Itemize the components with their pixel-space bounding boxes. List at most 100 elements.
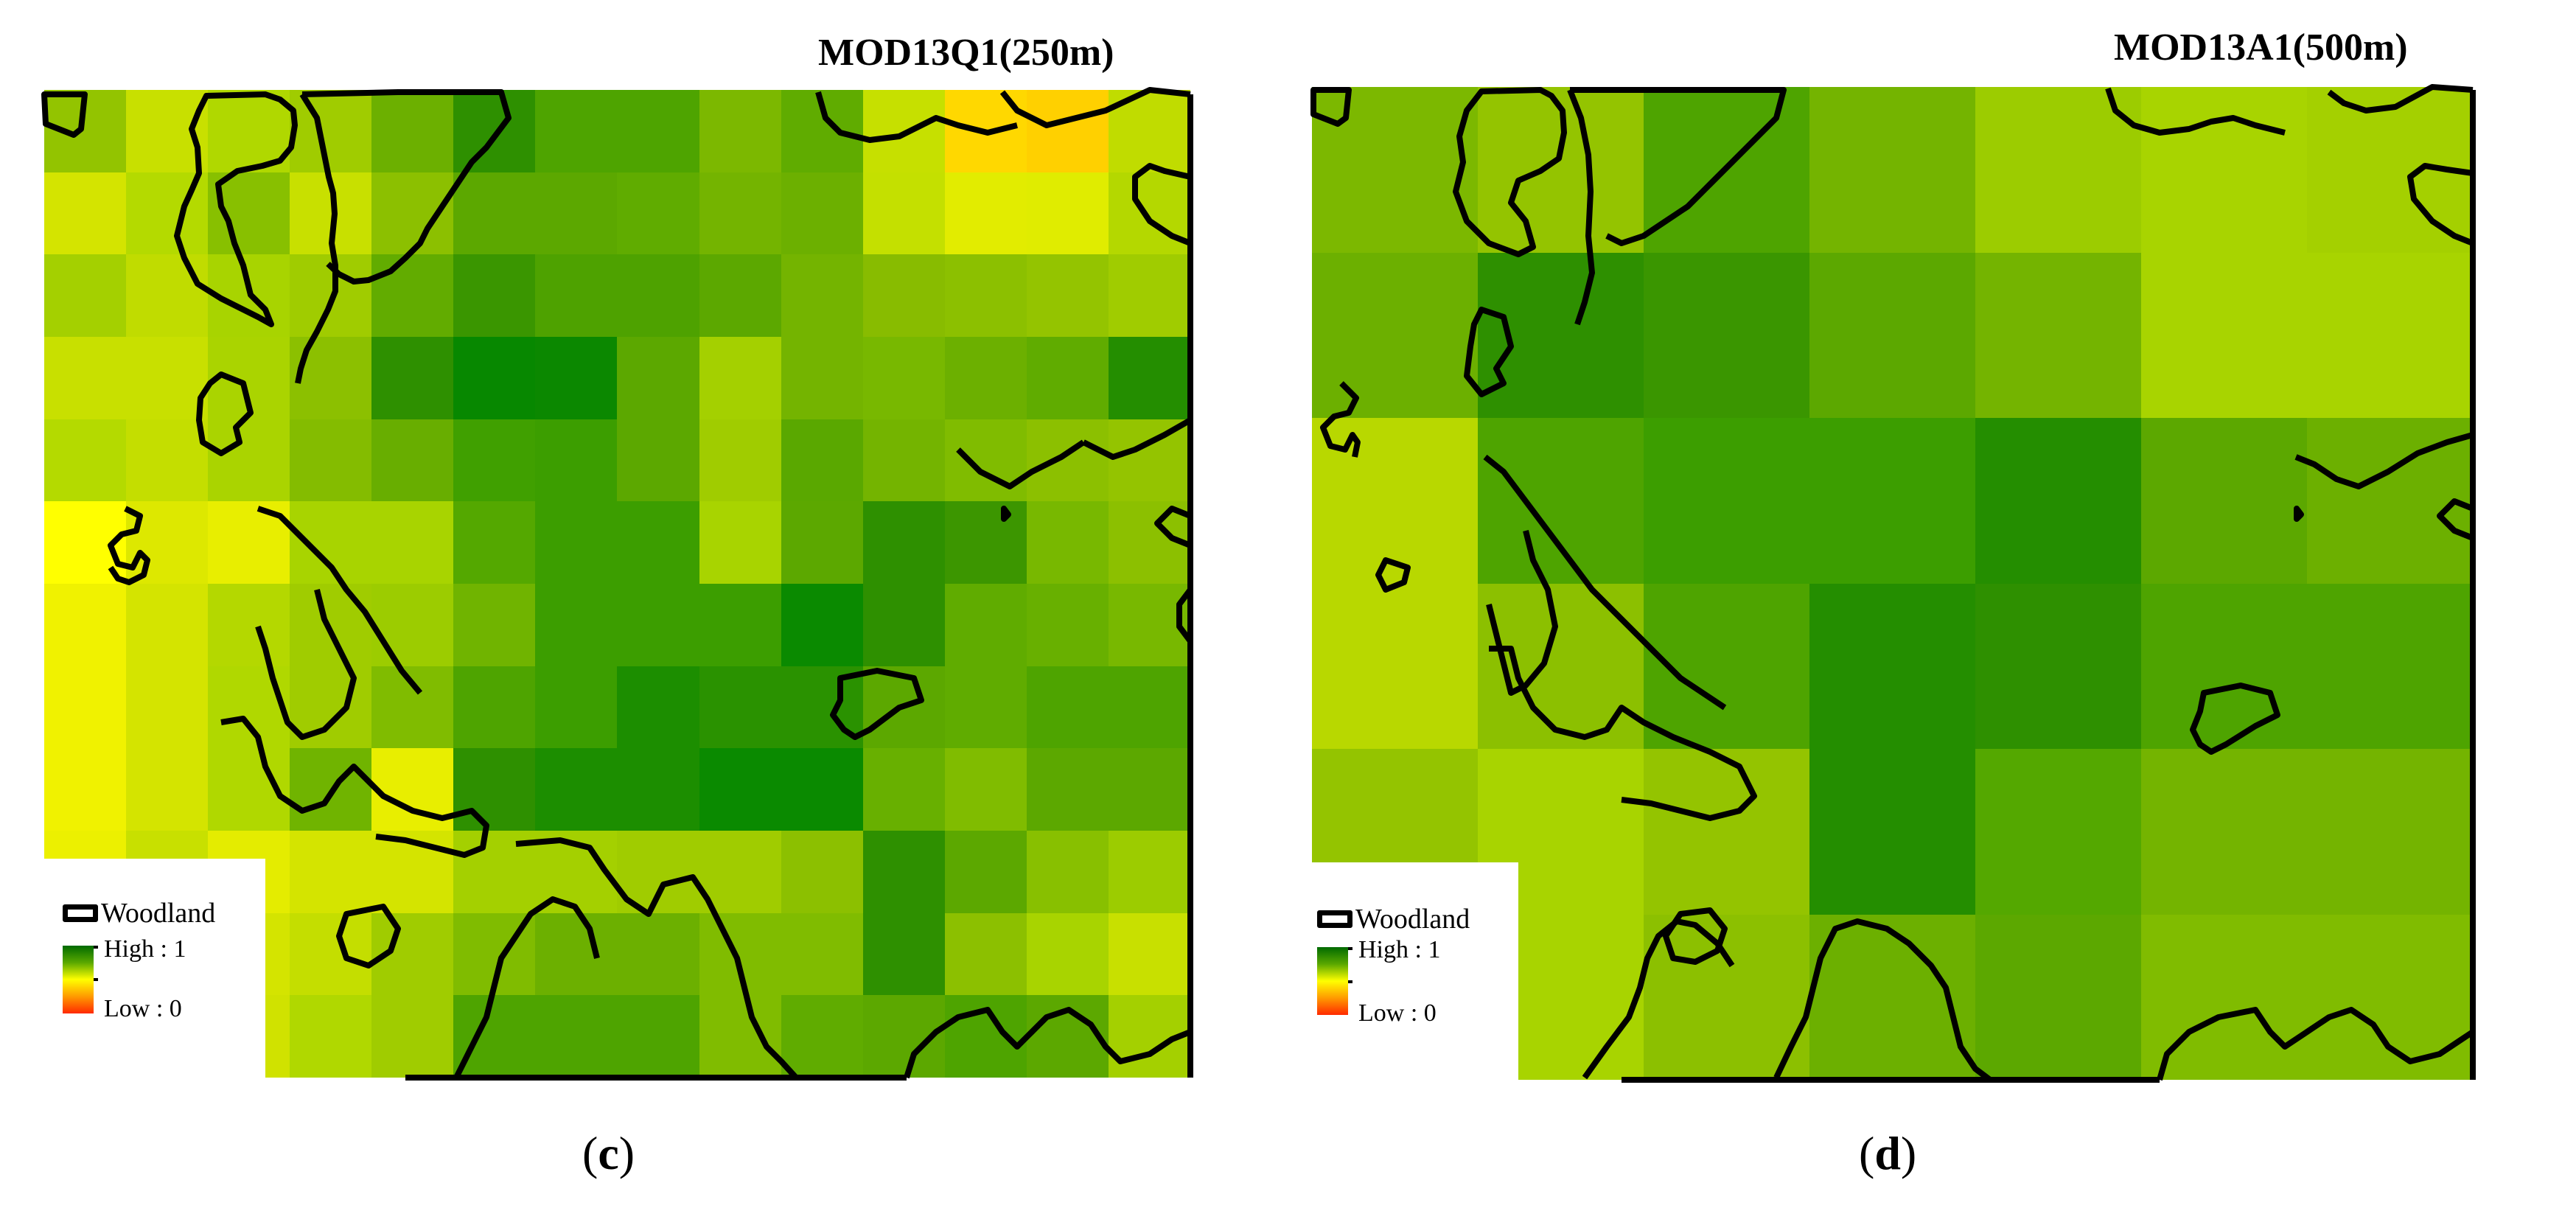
woodland-swatch-icon	[63, 904, 98, 922]
raster-cell	[699, 748, 781, 831]
raster-cell	[535, 254, 618, 337]
raster-cell	[781, 254, 863, 337]
raster-cell	[2307, 749, 2473, 915]
raster-cell	[1809, 418, 1975, 584]
raster-cell	[699, 419, 781, 502]
raster-cell	[1312, 418, 1478, 584]
raster-cell	[1809, 87, 1975, 253]
raster-cell	[1478, 87, 1644, 253]
raster-cell	[617, 501, 699, 584]
raster-cell	[617, 666, 699, 749]
raster-cell	[862, 830, 945, 913]
raster-cell	[617, 583, 699, 666]
raster-cell	[1809, 914, 1975, 1080]
raster-cell	[2141, 252, 2307, 418]
raster-cell	[1478, 583, 1644, 749]
panel-c: MOD13Q1(250m)	[0, 0, 1253, 1211]
raster-cell	[944, 501, 1027, 584]
raster-cell	[535, 90, 618, 172]
legend-high-label: High : 1	[1358, 936, 1441, 963]
raster-cell	[1108, 666, 1190, 749]
raster-cell	[1026, 583, 1109, 666]
raster-cell	[535, 419, 618, 502]
raster-cell	[453, 336, 536, 419]
raster-cell	[126, 419, 209, 502]
raster-cell	[126, 748, 209, 831]
raster-cell	[44, 254, 127, 337]
raster-cell	[2141, 418, 2307, 584]
legend-low-label: Low : 0	[1358, 999, 1437, 1027]
raster-cell	[781, 748, 863, 831]
legend-woodland-item: Woodland	[63, 897, 215, 929]
raster-cell	[781, 583, 863, 666]
raster-cell	[44, 172, 127, 255]
raster-cell	[699, 254, 781, 337]
raster-cell	[862, 501, 945, 584]
raster-cell	[1644, 583, 1809, 749]
raster-cell	[1026, 748, 1109, 831]
raster-cell	[1644, 252, 1809, 418]
raster-cell	[1108, 912, 1190, 996]
raster-cell	[453, 583, 536, 666]
map-legend: Woodland High : 1 Low : 0	[41, 859, 265, 1080]
raster-cell	[617, 90, 699, 172]
raster-cell	[2141, 749, 2307, 915]
raster-cell	[617, 336, 699, 419]
raster-cell	[862, 583, 945, 666]
raster-cell	[535, 583, 618, 666]
raster-cell	[44, 583, 127, 666]
raster-cell	[781, 419, 863, 502]
raster-cell	[944, 912, 1027, 996]
raster-cell	[2307, 252, 2473, 418]
raster-cell	[944, 172, 1027, 255]
raster-cell	[535, 748, 618, 831]
raster-cell	[1108, 254, 1190, 337]
legend-low-label: Low : 0	[104, 995, 182, 1022]
raster-cell	[862, 419, 945, 502]
raster-cell	[2141, 87, 2307, 253]
raster-cell	[1644, 914, 1809, 1080]
raster-cell	[699, 583, 781, 666]
color-ramp	[1317, 947, 1348, 1015]
raster-cell	[1975, 583, 2141, 749]
raster-cell	[1026, 912, 1109, 996]
panel-caption: (c)	[582, 1127, 635, 1179]
raster-cell	[453, 501, 536, 584]
raster-cell	[781, 172, 863, 255]
raster-cell	[44, 336, 127, 419]
raster-cell	[290, 995, 372, 1078]
raster-cell	[453, 419, 536, 502]
raster-cell	[371, 419, 454, 502]
raster-cell	[1108, 748, 1190, 831]
raster-cell	[1644, 418, 1809, 584]
raster-cell	[1478, 418, 1644, 584]
raster-cell	[2307, 583, 2473, 749]
raster-cell	[781, 336, 863, 419]
raster-cell	[862, 748, 945, 831]
legend-woodland-label: Woodland	[1355, 904, 1470, 935]
raster-cell	[1975, 252, 2141, 418]
raster-cell	[1312, 252, 1478, 418]
map-legend: Woodland High : 1 Low : 0	[1308, 862, 1518, 1083]
caption-letter: d	[1874, 1127, 1901, 1179]
raster-cell	[1026, 172, 1109, 255]
raster-cell	[1026, 830, 1109, 913]
raster-cell	[1026, 666, 1109, 749]
raster-cell	[1312, 87, 1478, 253]
raster-cell	[862, 254, 945, 337]
raster-cell	[126, 583, 209, 666]
raster-cell	[862, 172, 945, 255]
raster-cell	[44, 748, 127, 831]
panel-caption: (d)	[1859, 1127, 1917, 1179]
raster-cell	[535, 666, 618, 749]
raster-cell	[1644, 749, 1809, 915]
raster-cell	[699, 172, 781, 255]
panel-title: MOD13A1(500m)	[2114, 27, 2408, 69]
raster-cell	[944, 830, 1027, 913]
legend-woodland-label: Woodland	[101, 898, 216, 929]
ramp-tick-mid	[1348, 980, 1352, 983]
raster-cell	[2307, 914, 2473, 1080]
raster-cell	[617, 254, 699, 337]
raster-cell	[535, 336, 618, 419]
